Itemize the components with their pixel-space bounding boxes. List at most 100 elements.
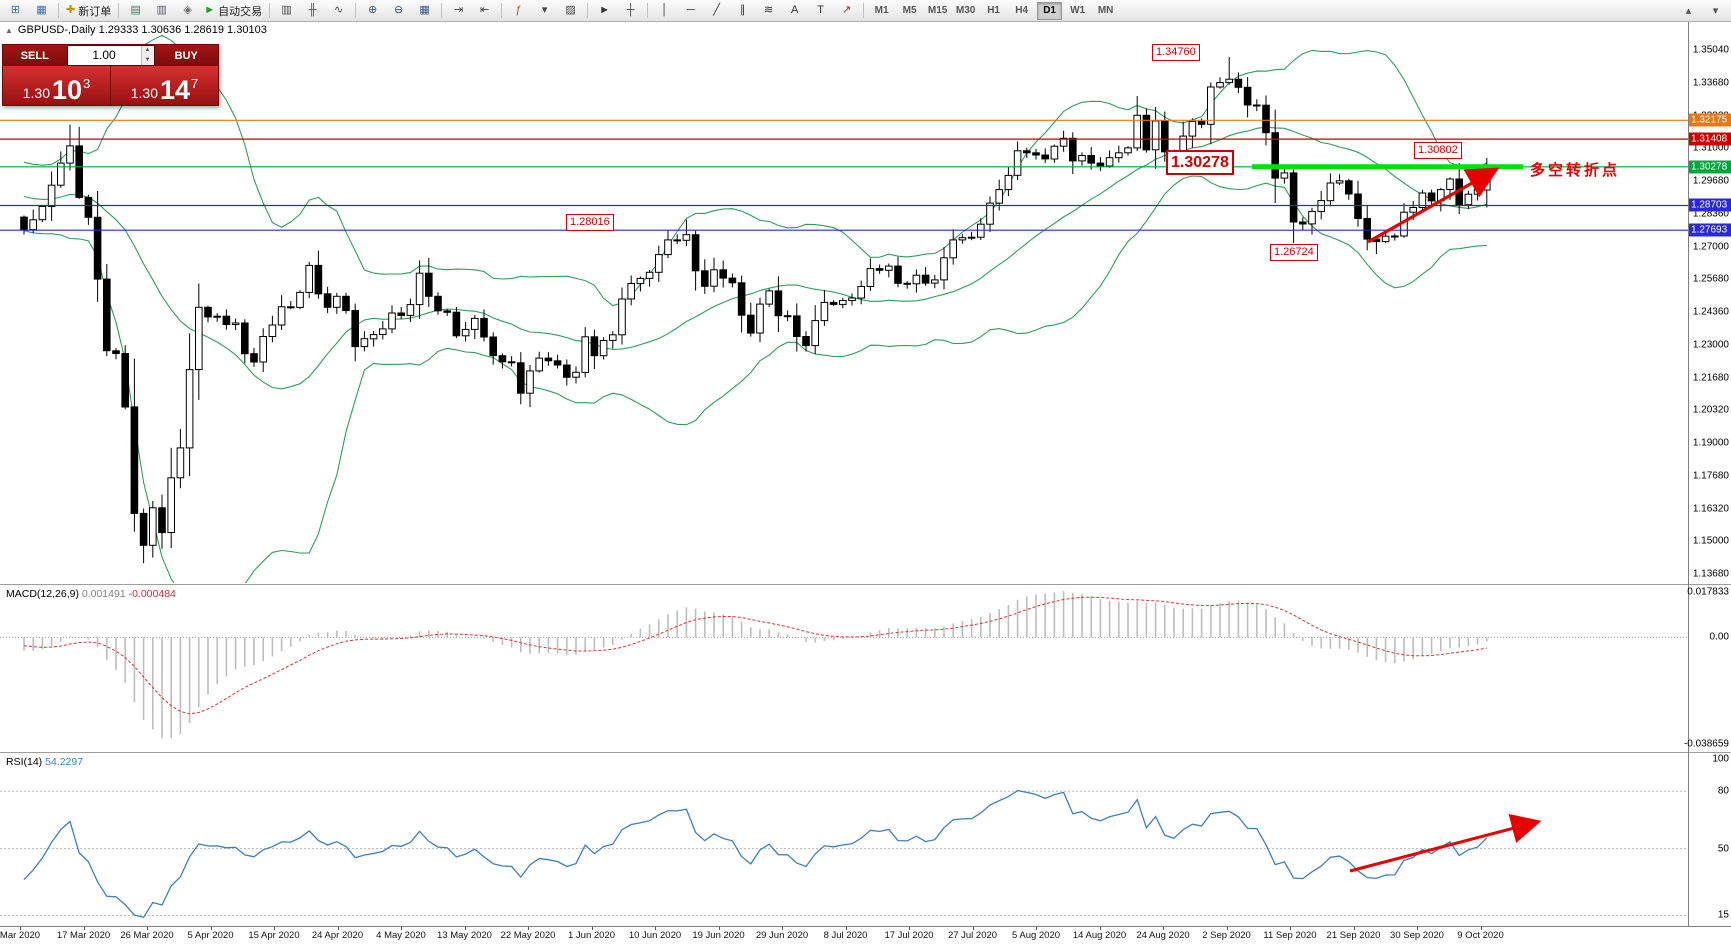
line-chart-button[interactable]: ∿ xyxy=(326,1,351,20)
toolbar-separator xyxy=(118,3,120,18)
date-label: 15 Apr 2020 xyxy=(248,930,300,941)
macd-scale-label: 0.017833 xyxy=(1687,586,1729,598)
zoom-in-button[interactable]: ⊕ xyxy=(360,1,385,20)
macd-scale-label: -0.038659 xyxy=(1683,738,1729,750)
bid-price-button[interactable]: 1.30 10 3 xyxy=(3,66,110,105)
timeframe-h1-button[interactable]: H1 xyxy=(987,4,1000,16)
macd-header: MACD(12,26,9) 0.001491 -0.000484 xyxy=(6,588,176,600)
timeframe-m5-button[interactable]: M5 xyxy=(902,4,917,16)
timeframe-d1-button[interactable]: D1 xyxy=(1037,1,1063,20)
tile-windows-button[interactable]: ▦ xyxy=(412,1,437,20)
bid-prefix: 1.30 xyxy=(22,84,50,101)
data-window-button[interactable]: ▥ xyxy=(149,1,174,20)
periods-button[interactable]: ▾ xyxy=(532,1,557,20)
macd-scale-label: 0.00 xyxy=(1709,631,1729,643)
channel-button[interactable]: ∥ xyxy=(730,1,755,20)
date-tick xyxy=(1417,927,1418,930)
date-label: 24 Aug 2020 xyxy=(1136,930,1190,941)
indicators-icon: ƒ xyxy=(515,4,522,16)
price-scale[interactable]: 1.350401.336801.323201.310001.296801.283… xyxy=(1684,21,1731,926)
price-tag-1.28016[interactable]: 1.28016 xyxy=(566,214,614,231)
one-click-trading-panel: SELL 1.00 ▲ ▼ BUY 1.30 10 3 1.30 14 7 xyxy=(2,44,219,106)
label-button[interactable]: T xyxy=(808,1,833,20)
auto-trading-icon: ► xyxy=(204,4,216,16)
turning-point-annotation[interactable]: 多空转折点 xyxy=(1530,162,1621,179)
ask-price-button[interactable]: 1.30 14 7 xyxy=(111,66,218,105)
templates-button[interactable]: ▨ xyxy=(558,1,583,20)
volume-down-icon[interactable]: ▼ xyxy=(141,55,154,65)
volume-value[interactable]: 1.00 xyxy=(92,48,116,62)
new-order-icon: ✚ xyxy=(66,4,76,16)
bar-chart-button[interactable]: ▥ xyxy=(274,1,299,20)
volume-input[interactable]: 1.00 ▲ ▼ xyxy=(66,45,155,66)
macd-value: 0.001491 xyxy=(81,588,126,600)
market-watch-button[interactable]: ▤ xyxy=(123,1,148,20)
toolbar-expand-icon: ▾ xyxy=(1712,5,1719,17)
date-label: 9 Oct 2020 xyxy=(1457,930,1504,941)
candlestick-chart-icon: ╫ xyxy=(308,4,317,16)
vertical-line-button[interactable]: │ xyxy=(652,1,677,20)
date-axis[interactable]: Mar 2020 17 Mar 2020 26 Mar 2020 5 Apr 2020… xyxy=(0,926,1731,944)
date-label: 17 Mar 2020 xyxy=(56,930,111,941)
timeframe-m15-button[interactable]: M15 xyxy=(927,4,948,16)
crosshair-button[interactable]: ┼ xyxy=(618,1,643,20)
navigator-button[interactable]: ◈ xyxy=(175,1,200,20)
horizontal-line-button[interactable]: ─ xyxy=(678,1,703,20)
price-tag-1.34760[interactable]: 1.34760 xyxy=(1152,44,1200,61)
price-tag-1.30278[interactable]: 1.30278 xyxy=(1166,150,1234,175)
candlestick-chart-button[interactable]: ╫ xyxy=(300,1,325,20)
timeframe-m1-button[interactable]: M1 xyxy=(874,4,889,16)
date-tick xyxy=(401,927,402,930)
sell-button[interactable]: SELL xyxy=(20,49,49,62)
new-chart-icon: ⊞ xyxy=(10,4,21,16)
arrow-tool-button[interactable]: ↗ xyxy=(834,1,859,20)
chart-profiles-button[interactable]: ▦ xyxy=(29,1,54,20)
volume-up-icon[interactable]: ▲ xyxy=(141,46,154,56)
tile-windows-icon: ▦ xyxy=(419,4,430,16)
toolbar-collapse-button[interactable]: ▴ xyxy=(1676,1,1701,20)
price-tag-1.26724[interactable]: 1.26724 xyxy=(1270,244,1318,261)
timeframe-m30-button[interactable]: M30 xyxy=(955,4,976,16)
trendline-button[interactable]: ╱ xyxy=(704,1,729,20)
date-label: 11 Sep 2020 xyxy=(1263,930,1317,941)
trendline-icon: ╱ xyxy=(713,4,720,16)
date-label: 22 May 2020 xyxy=(500,930,556,941)
volume-spinner[interactable]: ▲ ▼ xyxy=(140,46,154,65)
date-tick xyxy=(591,927,593,930)
toolbar-separator xyxy=(355,3,357,18)
new-chart-button[interactable]: ⊞ xyxy=(3,1,28,20)
rsi-scale-label: 80 xyxy=(1717,785,1729,797)
date-label: Mar 2020 xyxy=(0,930,41,941)
date-tick xyxy=(1036,927,1037,930)
auto-scroll-button[interactable]: ⇥ xyxy=(446,1,471,20)
timeframe-h4-button[interactable]: H4 xyxy=(1015,4,1028,16)
bid-pipette: 3 xyxy=(83,76,91,91)
timeframe-mn-button[interactable]: MN xyxy=(1097,4,1114,16)
buy-button[interactable]: BUY xyxy=(174,49,198,62)
macd-signal-value: -0.000484 xyxy=(128,588,176,600)
zoom-in-icon: ⊕ xyxy=(368,4,378,16)
chart-shift-button[interactable]: ⇤ xyxy=(472,1,497,20)
cursor-button[interactable]: ► xyxy=(592,1,617,20)
timeframe-w1-button[interactable]: W1 xyxy=(1070,4,1086,16)
price-scale-label: 1.27000 xyxy=(1692,241,1729,252)
date-label: 14 Aug 2020 xyxy=(1072,930,1127,941)
symbol-ohlc-text: GBPUSD-,Daily 1.29333 1.30636 1.28619 1.… xyxy=(17,24,267,36)
zoom-out-button[interactable]: ⊖ xyxy=(386,1,411,20)
date-tick xyxy=(20,927,21,930)
text-button[interactable]: A xyxy=(782,1,807,20)
channel-icon: ∥ xyxy=(739,4,746,16)
indicators-button[interactable]: ƒ xyxy=(506,1,531,20)
symbol-info: ▲ GBPUSD-,Daily 1.29333 1.30636 1.28619 … xyxy=(5,24,267,36)
ask-pipette: 7 xyxy=(191,76,199,91)
date-tick xyxy=(1163,927,1164,930)
auto-trading-button[interactable]: ► 自动交易 xyxy=(201,1,265,20)
price-tag-1.30802[interactable]: 1.30802 xyxy=(1414,142,1462,159)
one-click-toggle-icon[interactable]: ▲ xyxy=(5,25,13,35)
fibonacci-button[interactable]: ≋ xyxy=(756,1,781,20)
new-order-button[interactable]: ✚ 新订单 xyxy=(63,1,114,20)
date-tick xyxy=(528,927,529,930)
date-label: 1 Jun 2020 xyxy=(567,930,616,941)
toolbar-expand-button[interactable]: ▾ xyxy=(1703,1,1728,20)
